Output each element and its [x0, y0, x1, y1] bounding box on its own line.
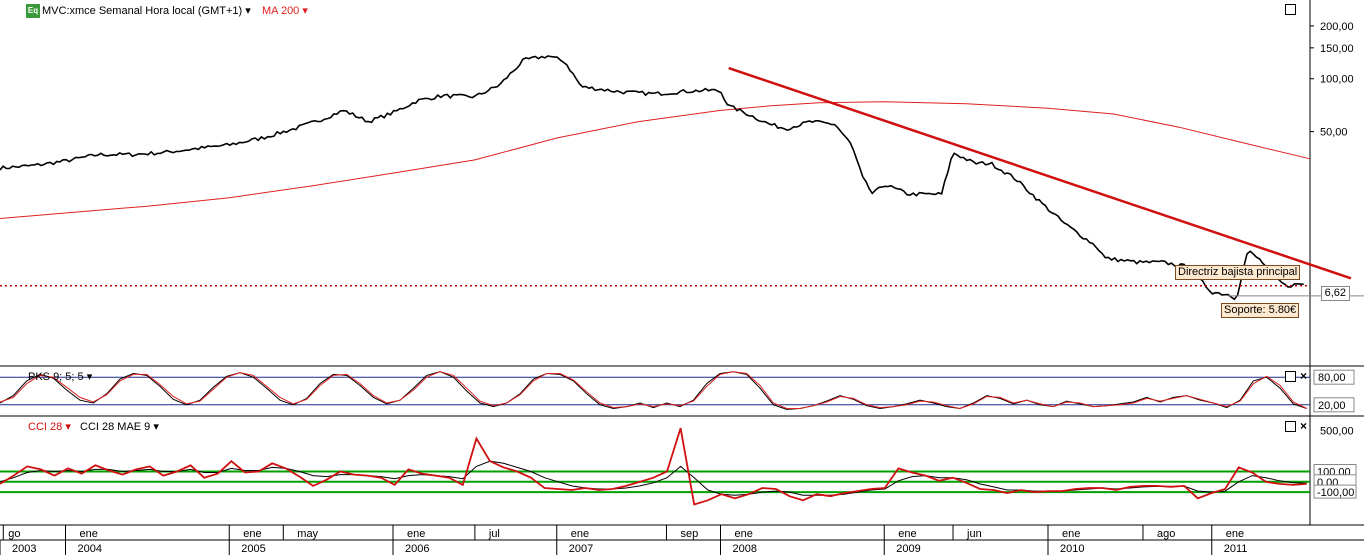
- price-series-line: [0, 55, 1304, 301]
- symbol-label: MVC:xmce Semanal Hora local (GMT+1): [42, 5, 243, 17]
- oscillator-tick-label: 80,00: [1318, 372, 1346, 384]
- y-tick-label: 200,00: [1320, 21, 1354, 33]
- cci-tick-box: [1313, 484, 1357, 499]
- year-label: 2010: [1060, 543, 1084, 555]
- oscillator-tick-box: [1313, 397, 1355, 413]
- year-label: 2007: [569, 543, 593, 555]
- year-label: 2008: [733, 543, 757, 555]
- month-label: ene: [80, 528, 98, 540]
- month-label: ene: [571, 528, 589, 540]
- month-label: ago: [1157, 528, 1175, 540]
- month-label: may: [297, 528, 318, 540]
- month-label: ene: [898, 528, 916, 540]
- cci-mae-label: CCI 28 MAE 9: [80, 421, 151, 433]
- cci-label: CCI 28: [28, 421, 63, 433]
- close-icon[interactable]: ×: [1300, 419, 1308, 433]
- ma-200-line: [0, 101, 1311, 219]
- month-label: ene: [243, 528, 261, 540]
- maximize-icon[interactable]: [1285, 421, 1296, 432]
- year-label: 2003: [12, 543, 36, 555]
- chevron-down-icon: ▾: [65, 421, 71, 433]
- month-label: ene: [1226, 528, 1244, 540]
- cci-line: [0, 427, 1307, 506]
- symbol-dropdown[interactable]: MVC:xmce Semanal Hora local (GMT+1) ▾: [42, 4, 251, 17]
- cci-tick-label: -100,00: [1317, 487, 1354, 499]
- month-label: jun: [966, 528, 982, 540]
- month-label: ene: [735, 528, 753, 540]
- cci-mae-dropdown[interactable]: CCI 28 MAE 9 ▾: [80, 420, 159, 433]
- month-label: sep: [680, 528, 698, 540]
- year-label: 2005: [241, 543, 265, 555]
- cci-tick-label: 500,00: [1320, 425, 1354, 437]
- last-price-label: 6,62: [1320, 286, 1350, 301]
- oscillator-tick-box: [1313, 369, 1355, 385]
- year-label: 2009: [896, 543, 920, 555]
- chevron-down-icon: ▾: [153, 421, 159, 433]
- oscillator-tick-label: 20,00: [1318, 400, 1346, 412]
- trendline-label: Directriz bajista principal: [1175, 265, 1301, 280]
- oscillator-label: PKS 9; 5; 5: [28, 371, 84, 383]
- y-tick-label: 50,00: [1320, 127, 1348, 139]
- cci-dropdown[interactable]: CCI 28 ▾: [28, 420, 71, 433]
- chevron-down-icon: ▾: [86, 371, 93, 383]
- trend-line: [728, 66, 1352, 280]
- year-label: 2006: [405, 543, 429, 555]
- month-label: jul: [488, 528, 500, 540]
- support-label: Soporte: 5.80€: [1221, 303, 1300, 318]
- y-tick-label: 100,00: [1320, 74, 1354, 86]
- close-icon[interactable]: ×: [1300, 369, 1308, 383]
- chevron-down-icon: ▾: [245, 5, 251, 17]
- year-label: 2004: [78, 543, 102, 555]
- ma-dropdown[interactable]: MA 200 ▾: [262, 4, 308, 17]
- ma-label: MA 200: [262, 5, 300, 17]
- oscillator-line-b: [0, 371, 1307, 410]
- year-label: 2011: [1224, 543, 1248, 555]
- eq-badge[interactable]: Eq: [26, 4, 40, 18]
- month-label: ene: [1062, 528, 1080, 540]
- month-label: ene: [407, 528, 425, 540]
- y-tick-label: 150,00: [1320, 43, 1354, 55]
- maximize-icon[interactable]: [1285, 4, 1296, 15]
- chevron-down-icon: ▾: [302, 5, 308, 17]
- oscillator-dropdown[interactable]: PKS 9; 5; 5 ▾: [28, 370, 92, 383]
- month-label: go: [8, 528, 20, 540]
- maximize-icon[interactable]: [1285, 371, 1296, 382]
